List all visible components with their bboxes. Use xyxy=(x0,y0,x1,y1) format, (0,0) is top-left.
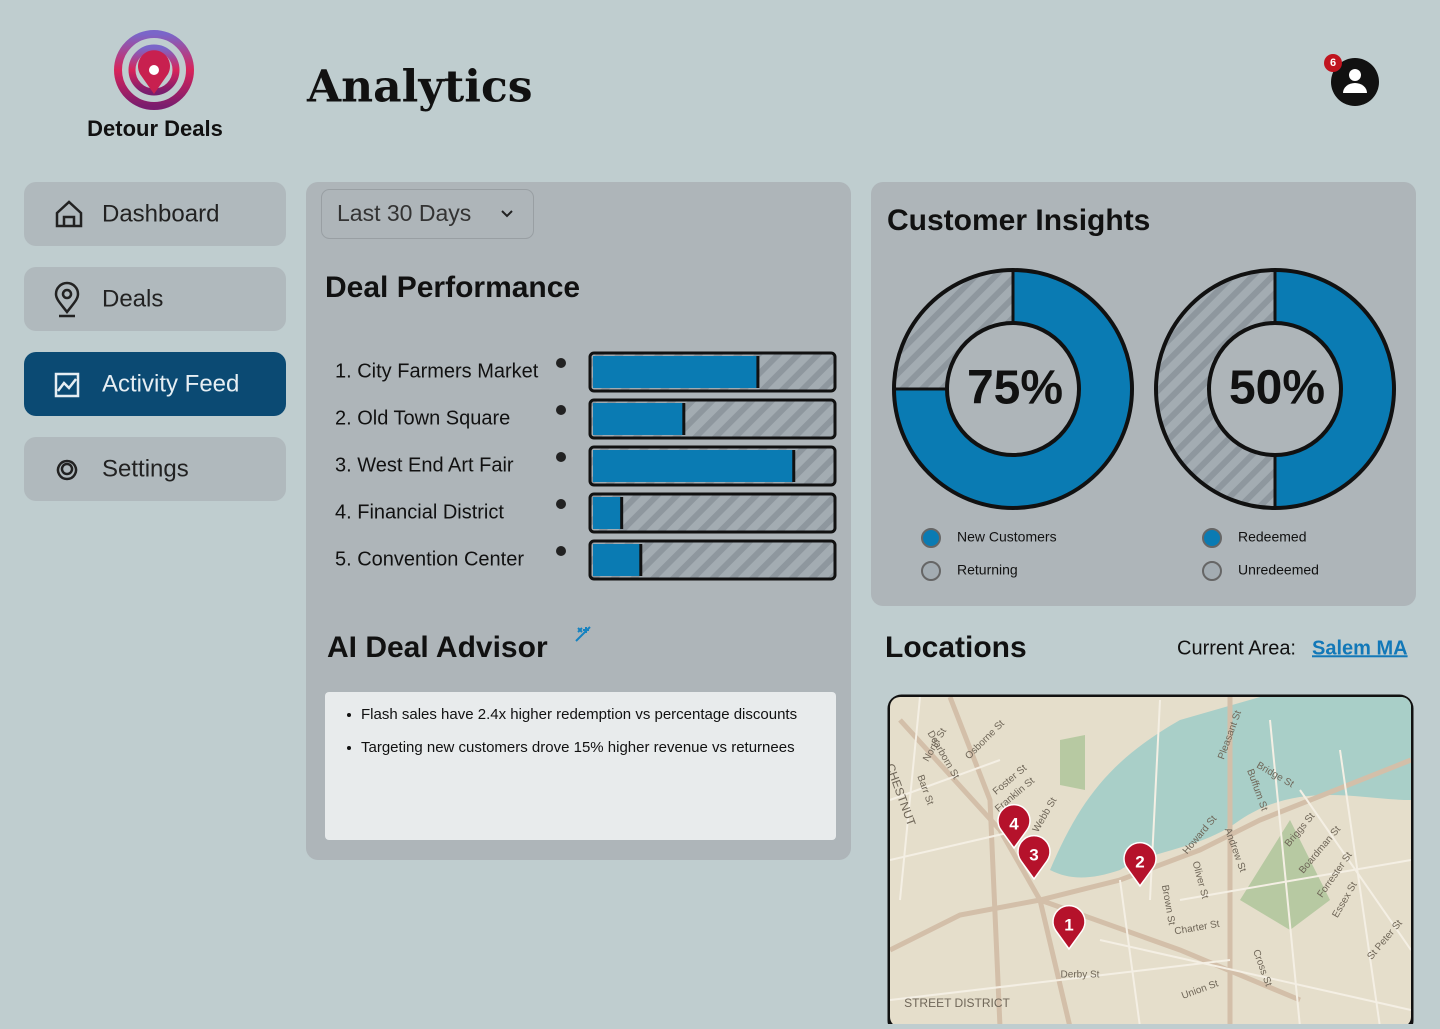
donut-hole xyxy=(1207,321,1343,457)
sparkle-icon xyxy=(575,626,591,642)
pin-marker xyxy=(997,803,1031,850)
section-title: Locations xyxy=(885,631,1027,664)
bar-fill xyxy=(593,403,684,435)
bullet xyxy=(347,746,351,750)
nav-label: Deals xyxy=(102,285,163,312)
nav-label: Activity Feed xyxy=(102,370,239,397)
legend-label: Returning xyxy=(957,562,1018,578)
donut-label: 50% xyxy=(1229,362,1325,415)
bar-track xyxy=(588,492,837,534)
expand-icon[interactable] xyxy=(556,405,566,415)
insight: Targeting new customers drove 15% higher… xyxy=(361,739,795,756)
pin-marker xyxy=(1123,841,1157,888)
section-title: Customer Insights xyxy=(887,204,1150,237)
bar-fill xyxy=(593,497,622,529)
pin-label: 4 xyxy=(1009,814,1019,833)
nav-background xyxy=(24,437,286,501)
legend-label: Redeemed xyxy=(1238,529,1307,545)
legend-swatch xyxy=(1202,561,1222,581)
legend-label: New Customers xyxy=(957,529,1057,545)
bullet xyxy=(347,713,351,717)
area-link[interactable]: Salem MA xyxy=(1312,637,1408,659)
bar-fill xyxy=(593,544,641,576)
donut-hole xyxy=(945,321,1081,457)
nav-item[interactable]: Deals xyxy=(24,267,286,331)
donut-label: 75% xyxy=(967,362,1063,415)
area-label: Current Area: xyxy=(1177,637,1296,659)
legend-swatch xyxy=(921,561,941,581)
section-title: Deal Performance xyxy=(325,271,580,304)
nav-icon xyxy=(56,459,78,481)
pin-label: 2 xyxy=(1135,852,1144,871)
pin-marker xyxy=(1017,834,1051,881)
profile-button[interactable]: 6 xyxy=(1324,54,1379,106)
nav-item[interactable]: Activity Feed xyxy=(24,352,286,416)
notification-badge: 6 xyxy=(1330,57,1336,69)
advisor-box xyxy=(325,692,836,840)
bar-track xyxy=(588,539,837,581)
nav-item[interactable]: Dashboard xyxy=(24,182,286,246)
deal-label: 4. Financial District xyxy=(335,501,504,523)
legend-swatch xyxy=(921,528,941,548)
legend-swatch xyxy=(1202,528,1222,548)
pin-label: 1 xyxy=(1064,915,1073,934)
deal-label: 1. City Farmers Market xyxy=(335,360,539,382)
deal-label: 2. Old Town Square xyxy=(335,407,510,429)
date-filter[interactable]: Last 30 Days xyxy=(321,189,534,239)
brand-name: Detour Deals xyxy=(87,116,223,141)
nav-label: Settings xyxy=(102,455,189,482)
deal-label: 5. Convention Center xyxy=(335,548,524,570)
expand-icon[interactable] xyxy=(556,452,566,462)
map-pin[interactable]: 4 xyxy=(997,803,1031,850)
bar-fill xyxy=(593,356,758,388)
street-label: Derby St xyxy=(1061,970,1100,981)
nav-background xyxy=(24,182,286,246)
section-title: AI Deal Advisor xyxy=(327,631,548,664)
filter-label: Last 30 Days xyxy=(337,200,471,226)
expand-icon[interactable] xyxy=(556,499,566,509)
expand-icon[interactable] xyxy=(556,358,566,368)
legend-label: Unredeemed xyxy=(1238,562,1319,578)
donut-outline xyxy=(892,268,1134,510)
nav-icon xyxy=(54,372,80,398)
expand-icon[interactable] xyxy=(556,546,566,556)
donut-outline xyxy=(1154,268,1396,510)
nav-label: Dashboard xyxy=(102,200,219,227)
pin-marker xyxy=(1052,904,1086,951)
nav-background xyxy=(24,352,286,416)
nav-background xyxy=(24,267,286,331)
logo xyxy=(114,30,194,110)
nav-icon xyxy=(54,281,80,318)
map-pin[interactable]: 3 xyxy=(1017,834,1051,881)
page-title: Analytics xyxy=(306,62,533,113)
nav-icon xyxy=(55,200,83,228)
street-label: STREET DISTRICT xyxy=(904,996,1010,1010)
map-pin[interactable]: 2 xyxy=(1123,841,1157,888)
deal-label: 3. West End Art Fair xyxy=(335,454,514,476)
pin-label: 3 xyxy=(1029,845,1038,864)
map-pin[interactable]: 1 xyxy=(1052,904,1086,951)
nav-item[interactable]: Settings xyxy=(24,437,286,501)
donut-segment xyxy=(894,270,1132,508)
insight: Flash sales have 2.4x higher redemption … xyxy=(361,706,797,723)
bar-fill xyxy=(593,450,794,482)
